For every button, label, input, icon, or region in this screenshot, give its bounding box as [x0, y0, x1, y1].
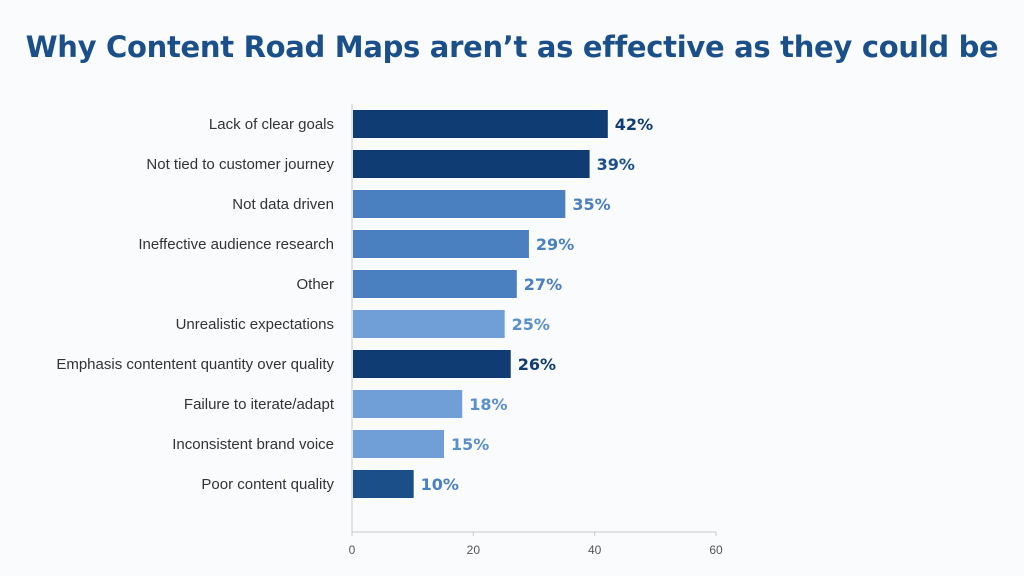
bar	[353, 150, 590, 178]
category-label: Unrealistic expectations	[176, 316, 334, 333]
chart-title: Why Content Road Maps aren’t as effectiv…	[25, 30, 999, 64]
bar	[353, 270, 517, 298]
bar	[353, 230, 529, 258]
value-label: 35%	[572, 195, 610, 214]
value-label: 29%	[536, 235, 574, 254]
bar	[353, 110, 608, 138]
category-label: Not data driven	[232, 196, 334, 213]
value-label: 27%	[524, 275, 562, 294]
category-label: Inconsistent brand voice	[172, 436, 334, 453]
bar	[353, 190, 566, 218]
category-label: Ineffective audience research	[138, 236, 334, 253]
bar	[353, 430, 444, 458]
x-tick-label: 0	[349, 543, 356, 557]
category-label: Poor content quality	[201, 476, 334, 493]
bar	[353, 310, 505, 338]
value-label: 10%	[421, 475, 459, 494]
x-tick-label: 60	[709, 543, 723, 557]
category-label: Lack of clear goals	[209, 116, 334, 133]
bar	[353, 350, 511, 378]
value-label: 39%	[597, 155, 635, 174]
bar	[353, 470, 414, 498]
value-label: 42%	[615, 115, 653, 134]
category-label: Other	[296, 276, 334, 293]
value-label: 26%	[518, 355, 556, 374]
category-label: Failure to iterate/adapt	[184, 396, 335, 413]
value-label: 15%	[451, 435, 489, 454]
x-tick-label: 20	[467, 543, 481, 557]
category-label: Not tied to customer journey	[146, 156, 334, 173]
x-tick-label: 40	[588, 543, 602, 557]
category-label: Emphasis contentent quantity over qualit…	[56, 356, 334, 373]
value-label: 25%	[512, 315, 550, 334]
value-label: 18%	[469, 395, 507, 414]
bar	[353, 390, 463, 418]
